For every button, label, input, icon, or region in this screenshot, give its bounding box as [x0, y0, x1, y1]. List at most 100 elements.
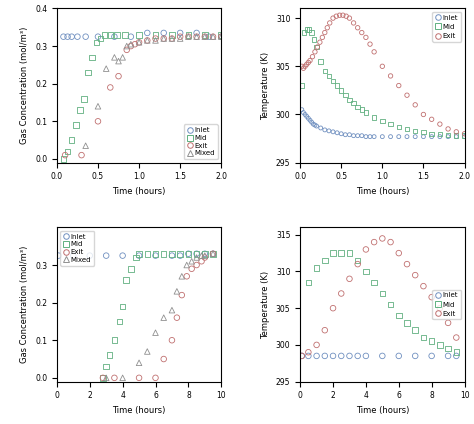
Point — [94, 118, 102, 125]
Point — [428, 294, 436, 301]
Point — [82, 142, 90, 149]
Point — [303, 26, 310, 33]
Point — [298, 352, 306, 359]
Point — [387, 301, 394, 308]
Point — [301, 111, 309, 118]
Point — [176, 250, 184, 257]
Point — [317, 125, 325, 131]
Point — [184, 33, 192, 40]
Point — [116, 318, 123, 325]
Point — [419, 111, 427, 118]
Point — [193, 254, 201, 261]
Point — [102, 252, 110, 259]
Point — [106, 352, 113, 359]
Point — [354, 103, 362, 110]
Point — [184, 33, 192, 40]
Point — [419, 128, 427, 135]
Point — [362, 133, 370, 140]
Point — [92, 39, 100, 46]
Point — [308, 119, 315, 126]
Point — [387, 239, 394, 245]
Point — [303, 61, 310, 68]
Point — [395, 133, 402, 140]
Point — [193, 33, 201, 40]
Point — [379, 290, 386, 297]
Point — [379, 235, 386, 242]
Point — [321, 126, 328, 133]
Point — [110, 374, 118, 381]
Point — [342, 13, 350, 20]
Point — [218, 31, 225, 38]
Point — [350, 100, 357, 106]
Point — [411, 128, 419, 134]
Point — [193, 33, 201, 40]
Point — [102, 374, 110, 381]
Point — [301, 63, 309, 70]
Point — [342, 92, 349, 99]
Point — [300, 109, 307, 116]
Point — [184, 250, 192, 257]
Point — [86, 252, 93, 259]
Point — [370, 239, 378, 245]
Point — [102, 363, 110, 370]
Point — [346, 15, 353, 22]
Point — [317, 58, 325, 65]
Point — [387, 73, 394, 79]
Point — [346, 250, 353, 257]
Point — [346, 97, 353, 103]
Point — [70, 252, 77, 259]
Point — [323, 24, 331, 31]
Point — [144, 250, 151, 257]
Point — [152, 35, 159, 42]
Point — [160, 35, 167, 42]
Point — [403, 92, 411, 99]
Legend: Inlet, Mid, Exit: Inlet, Mid, Exit — [432, 12, 461, 42]
Point — [370, 48, 378, 55]
Point — [300, 65, 307, 72]
Point — [337, 250, 345, 257]
Point — [379, 118, 386, 125]
Point — [311, 122, 319, 128]
Point — [354, 352, 362, 359]
Point — [209, 250, 217, 257]
Point — [362, 246, 370, 253]
Point — [135, 250, 143, 257]
Point — [387, 133, 394, 140]
Point — [218, 33, 225, 40]
Point — [107, 31, 114, 38]
Point — [403, 319, 411, 326]
Point — [379, 133, 386, 140]
Point — [321, 327, 328, 334]
Point — [110, 54, 118, 61]
Point — [110, 337, 118, 343]
Point — [173, 314, 181, 321]
Point — [306, 57, 314, 64]
Point — [337, 290, 345, 297]
Point — [453, 349, 460, 356]
Legend: Inlet, Mid, Exit, Mixed: Inlet, Mid, Exit, Mixed — [60, 231, 94, 266]
Point — [370, 279, 378, 286]
Point — [115, 58, 122, 64]
Point — [444, 131, 452, 138]
Point — [201, 250, 209, 257]
Point — [68, 33, 75, 40]
Point — [60, 33, 67, 40]
Point — [152, 31, 159, 38]
Point — [84, 69, 92, 76]
Point — [305, 59, 312, 66]
Point — [218, 33, 225, 40]
Point — [144, 37, 151, 44]
Point — [453, 132, 460, 139]
Point — [188, 258, 195, 265]
Point — [329, 250, 337, 257]
Point — [193, 262, 201, 268]
Point — [193, 30, 201, 36]
Point — [379, 63, 386, 70]
Y-axis label: Temperature (K): Temperature (K) — [261, 51, 270, 120]
Point — [97, 35, 104, 42]
Point — [419, 133, 427, 140]
Point — [119, 374, 127, 381]
Point — [144, 348, 151, 355]
Point — [346, 352, 353, 359]
Point — [387, 121, 394, 128]
